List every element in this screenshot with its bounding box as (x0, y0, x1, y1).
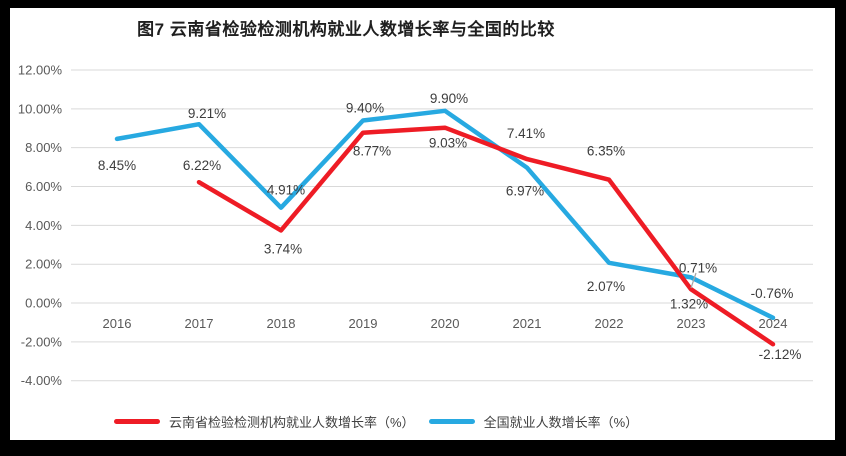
data-label: 8.77% (353, 144, 391, 159)
plot-svg: 12.00% 10.00% 8.00% 6.00% 4.00% 2.00% 0.00% -2.… (18, 63, 813, 388)
data-label: 9.21% (188, 106, 226, 121)
y-axis-tick-label: 6.00% (25, 179, 62, 194)
y-axis-tick-label: 12.00% (18, 63, 63, 78)
y-axis-tick-label: -2.00% (21, 334, 63, 349)
x-axis-tick-label: 2018 (267, 316, 296, 331)
data-label: 6.22% (183, 158, 221, 173)
data-label: 2.07% (587, 279, 625, 294)
y-axis-tick-label: 0.00% (25, 296, 62, 311)
x-axis-tick-label: 2024 (759, 316, 788, 331)
legend-label-yunnan: 云南省检验检测机构就业人数增长率（%） (169, 414, 415, 430)
x-axis-tick-label: 2017 (185, 316, 214, 331)
data-label: 8.45% (98, 158, 136, 173)
chart-area: 图7 云南省检验检测机构就业人数增长率与全国的比较 12.00% 10.00% 8.… (10, 8, 835, 440)
yunnan-series-swatch (114, 418, 160, 424)
legend-item-yunnan: 云南省检验检测机构就业人数增长率（%） (114, 412, 415, 431)
x-axis-tick-label: 2016 (103, 316, 132, 331)
data-label: 6.35% (587, 144, 625, 159)
data-label: 9.40% (346, 100, 384, 115)
x-axis-tick-label: 2021 (513, 316, 542, 331)
series-line-national (114, 108, 776, 321)
chart-title: 图7 云南省检验检测机构就业人数增长率与全国的比较 (137, 20, 555, 39)
data-label: -0.76% (751, 286, 794, 301)
legend-label-national: 全国就业人数增长率（%） (483, 414, 639, 430)
data-label: 6.97% (506, 184, 544, 199)
x-axis-tick-label: 2023 (677, 316, 706, 331)
label-leader-line (690, 272, 697, 289)
data-label: 9.03% (429, 136, 467, 151)
legend: 云南省检验检测机构就业人数增长率（%） 全国就业人数增长率（%） (114, 409, 638, 433)
data-label: 7.41% (507, 126, 545, 141)
series-line-yunnan (196, 125, 776, 347)
y-axis-tick-label: 10.00% (18, 101, 63, 116)
y-axis-tick-label: -4.00% (21, 373, 63, 388)
data-label: 9.90% (430, 91, 468, 106)
legend-item-national: 全国就业人数增长率（%） (428, 412, 639, 431)
x-axis-tick-label: 2019 (349, 316, 378, 331)
data-label: 0.71% (679, 260, 717, 275)
data-label: 1.32% (670, 296, 708, 311)
data-label: 3.74% (264, 241, 302, 256)
y-axis-tick-label: 2.00% (25, 257, 62, 272)
x-axis-tick-label: 2022 (595, 316, 624, 331)
data-label: 4.91% (267, 183, 305, 198)
data-label: -2.12% (759, 347, 802, 362)
x-axis-tick-label: 2020 (431, 316, 460, 331)
national-series-swatch (428, 418, 475, 424)
y-axis-tick-label: 8.00% (25, 140, 62, 155)
y-axis-tick-label: 4.00% (25, 218, 62, 233)
